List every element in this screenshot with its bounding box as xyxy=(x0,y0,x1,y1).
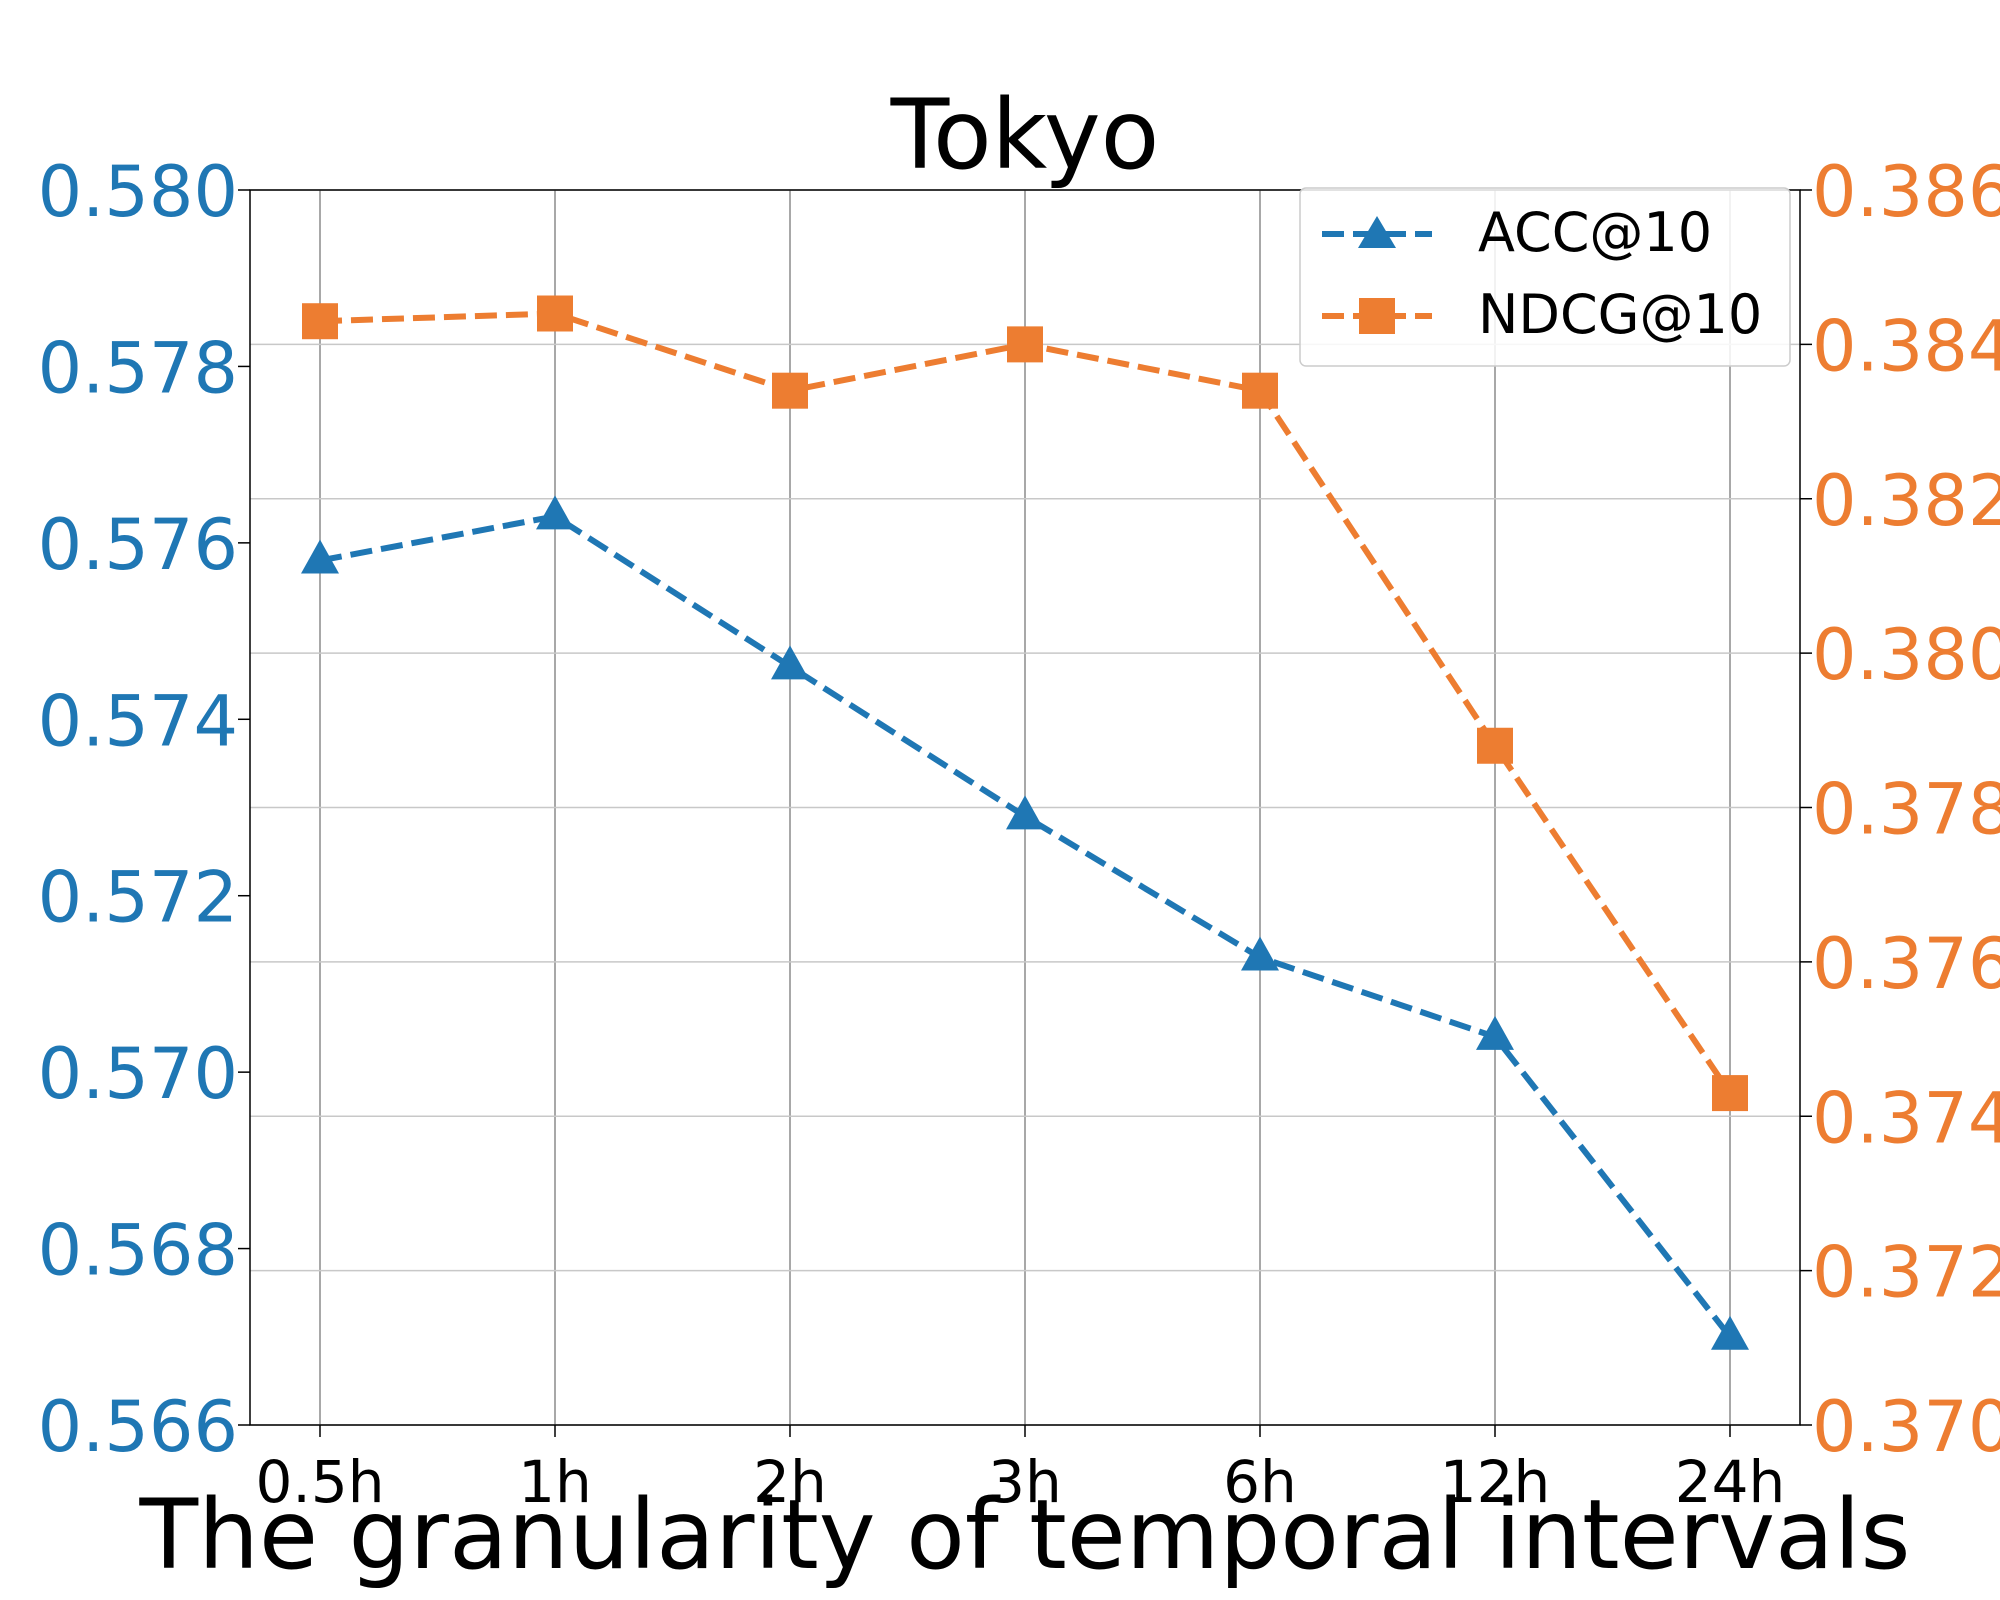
left-tick-label-0.580: 0.580 xyxy=(38,151,238,233)
x-tick-label-6h: 6h xyxy=(1223,1448,1297,1516)
left-y-axis: 0.566 0.568 0.570 0.572 0.574 0.576 0.578 0.580 xyxy=(38,151,250,1468)
data-point-ndcg-10-1h xyxy=(537,295,573,332)
right-tick-label-0.376: 0.376 xyxy=(1812,923,2000,1005)
x-tick-label-1h: 1h xyxy=(518,1448,592,1516)
data-point-ndcg-10-6h xyxy=(1242,372,1278,409)
data-point-acc-10-0.5h xyxy=(301,539,339,574)
data-point-acc-10-3h xyxy=(1006,795,1044,830)
legend-acc-marker xyxy=(1358,216,1396,248)
data-point-acc-10-6h xyxy=(1241,936,1279,971)
data-point-ndcg-10-24h xyxy=(1712,1075,1748,1112)
data-point-ndcg-10-0.5h xyxy=(302,303,338,340)
legend-ndcg-label: NDCG@10 xyxy=(1478,283,1762,346)
data-point-acc-10-24h xyxy=(1711,1315,1749,1350)
right-tick-label-0.378: 0.378 xyxy=(1812,769,2000,851)
left-tick-label-0.572: 0.572 xyxy=(38,857,238,939)
data-point-acc-10-2h xyxy=(771,645,809,680)
right-tick-label-0.380: 0.380 xyxy=(1812,614,2000,696)
series-layer xyxy=(301,295,1749,1350)
right-tick-label-0.384: 0.384 xyxy=(1812,305,2000,387)
right-y-axis: 0.370 0.372 0.374 0.376 0.378 0.380 0.382 0.384… xyxy=(1800,151,2000,1468)
data-point-acc-10-1h xyxy=(536,495,574,530)
grid xyxy=(250,189,1800,1426)
right-tick-label-0.370: 0.370 xyxy=(1812,1386,2000,1468)
left-tick-label-0.566: 0.566 xyxy=(38,1386,238,1468)
legend-ndcg-marker xyxy=(1359,298,1395,334)
left-tick-label-0.568: 0.568 xyxy=(38,1210,238,1292)
x-axis-label: The granularity of temporal intervals xyxy=(138,1479,1910,1591)
left-tick-label-0.574: 0.574 xyxy=(38,680,238,762)
right-tick-label-0.386: 0.386 xyxy=(1812,151,2000,233)
right-tick-label-0.382: 0.382 xyxy=(1812,460,2000,542)
right-tick-label-0.374: 0.374 xyxy=(1812,1077,2000,1159)
right-tick-label-0.372: 0.372 xyxy=(1812,1232,2000,1314)
left-tick-label-0.570: 0.570 xyxy=(38,1033,238,1115)
x-tick-label-0.5h: 0.5h xyxy=(256,1448,385,1516)
x-tick-label-12h: 12h xyxy=(1440,1448,1551,1516)
x-axis: 0.5h 1h 2h 3h 6h 12h 24h xyxy=(256,1425,1786,1516)
data-point-acc-10-12h xyxy=(1476,1015,1514,1050)
legend: ACC@10 NDCG@10 xyxy=(1299,187,1791,367)
left-tick-label-0.578: 0.578 xyxy=(38,327,238,409)
data-point-ndcg-10-3h xyxy=(1007,326,1043,363)
legend-acc-label: ACC@10 xyxy=(1478,201,1712,264)
x-tick-label-24h: 24h xyxy=(1675,1448,1786,1516)
x-tick-label-2h: 2h xyxy=(753,1448,827,1516)
x-tick-label-3h: 3h xyxy=(988,1448,1062,1516)
chart-title: Tokyo xyxy=(890,79,1160,191)
data-point-ndcg-10-12h xyxy=(1477,727,1513,764)
data-point-ndcg-10-2h xyxy=(772,372,808,409)
left-tick-label-0.576: 0.576 xyxy=(38,504,238,586)
